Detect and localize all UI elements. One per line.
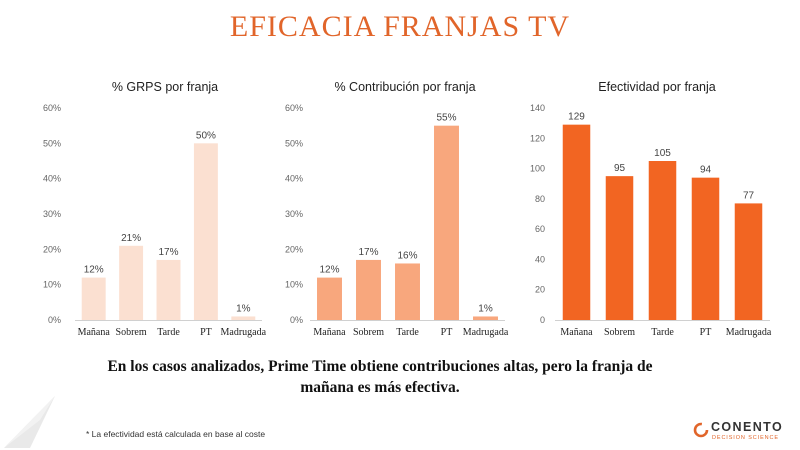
y-tick-label: 20 bbox=[535, 285, 545, 295]
grps-chart: % GRPS por franja 0% 10% 20% 30% 40% 50% 60% 12%… bbox=[43, 80, 267, 338]
data-label: 17% bbox=[158, 247, 178, 258]
x-tick-label: PT bbox=[700, 327, 712, 338]
x-tick-label: Mañana bbox=[313, 327, 346, 338]
x-tick-label: Tarde bbox=[157, 327, 180, 338]
bar-pt bbox=[193, 143, 218, 320]
x-tick-label: Madrugada bbox=[221, 327, 267, 338]
x-tick-label: Mañana bbox=[78, 327, 111, 338]
y-tick-label: 0 bbox=[540, 315, 545, 325]
y-tick-label: 0% bbox=[48, 315, 61, 325]
y-tick-label: 40% bbox=[43, 174, 61, 184]
bar-madrugada bbox=[734, 203, 763, 320]
bar-tarde bbox=[395, 263, 420, 320]
x-tick-label: PT bbox=[441, 327, 453, 338]
chart-title: % Contribución por franja bbox=[334, 80, 475, 94]
x-tick-label: Sobrem bbox=[353, 327, 384, 338]
data-label: 105 bbox=[654, 148, 671, 159]
y-tick-label: 140 bbox=[530, 103, 545, 113]
background-arrow-icon bbox=[4, 396, 55, 448]
data-label: 12% bbox=[84, 265, 104, 276]
bar-mañana bbox=[317, 277, 342, 320]
y-tick-label: 60 bbox=[535, 224, 545, 234]
bar-madrugada bbox=[473, 316, 498, 320]
x-tick-label: Tarde bbox=[651, 327, 674, 338]
data-label: 77 bbox=[743, 190, 755, 201]
data-label: 12% bbox=[319, 265, 339, 276]
bar-madrugada bbox=[231, 316, 256, 320]
y-tick-label: 50% bbox=[285, 138, 303, 148]
x-tick-label: Sobrem bbox=[116, 327, 147, 338]
bar-sobrem bbox=[605, 176, 634, 320]
data-label: 94 bbox=[700, 165, 712, 176]
bar-pt bbox=[691, 177, 720, 320]
chart-title: Efectividad por franja bbox=[598, 80, 715, 94]
y-tick-label: 100 bbox=[530, 164, 545, 174]
footnote: * La efectividad está calculada en base … bbox=[86, 429, 266, 439]
y-tick-label: 80 bbox=[535, 194, 545, 204]
data-label: 17% bbox=[358, 247, 378, 258]
x-tick-label: Mañana bbox=[560, 327, 593, 338]
bar-pt bbox=[434, 125, 459, 320]
data-label: 1% bbox=[478, 303, 493, 314]
x-tick-label: Sobrem bbox=[604, 327, 635, 338]
conento-logo: CONENTO DECISION SCIENCE bbox=[693, 419, 793, 445]
data-label: 55% bbox=[436, 113, 456, 124]
logo-tagline: DECISION SCIENCE bbox=[712, 435, 779, 441]
bar-tarde bbox=[648, 161, 677, 320]
bar-sobrem bbox=[356, 259, 381, 320]
bar-mañana bbox=[562, 124, 591, 321]
bar-tarde bbox=[156, 259, 181, 320]
y-tick-label: 60% bbox=[43, 103, 61, 113]
x-tick-label: PT bbox=[200, 327, 212, 338]
data-label: 16% bbox=[397, 250, 417, 261]
y-tick-label: 10% bbox=[43, 280, 61, 290]
x-tick-label: Madrugada bbox=[726, 327, 772, 338]
y-tick-label: 0% bbox=[290, 315, 303, 325]
page-title: EFICACIA FRANJAS TV bbox=[229, 10, 571, 43]
y-tick-label: 20% bbox=[285, 244, 303, 254]
bar-sobrem bbox=[119, 245, 144, 320]
y-tick-label: 120 bbox=[530, 133, 545, 143]
conento-logo-icon bbox=[693, 422, 709, 438]
y-tick-label: 40% bbox=[285, 174, 303, 184]
y-tick-label: 40 bbox=[535, 254, 545, 264]
data-label: 129 bbox=[568, 112, 585, 123]
data-label: 50% bbox=[196, 130, 216, 141]
conclusion-line-2: mañana es más efectiva. bbox=[300, 379, 460, 396]
y-tick-label: 10% bbox=[285, 280, 303, 290]
y-tick-label: 30% bbox=[285, 209, 303, 219]
contribution-chart: % Contribución por franja 0% 10% 20% 30% 40% 5… bbox=[285, 80, 509, 338]
effectiveness-chart: Efectividad por franja 0 20 40 60 80 100 120 140… bbox=[530, 80, 772, 338]
conclusion-line-1: En los casos analizados, Prime Time obti… bbox=[107, 358, 653, 375]
conclusion-text: En los casos analizados, Prime Time obti… bbox=[60, 356, 700, 398]
data-label: 1% bbox=[236, 303, 251, 314]
y-tick-label: 20% bbox=[43, 244, 61, 254]
y-tick-label: 30% bbox=[43, 209, 61, 219]
y-tick-label: 50% bbox=[43, 138, 61, 148]
x-tick-label: Tarde bbox=[396, 327, 419, 338]
logo-brand: CONENTO bbox=[711, 420, 784, 434]
data-label: 21% bbox=[121, 233, 141, 244]
chart-title: % GRPS por franja bbox=[112, 80, 218, 94]
data-label: 95 bbox=[614, 163, 626, 174]
bar-mañana bbox=[81, 277, 106, 320]
y-tick-label: 60% bbox=[285, 103, 303, 113]
x-tick-label: Madrugada bbox=[463, 327, 509, 338]
